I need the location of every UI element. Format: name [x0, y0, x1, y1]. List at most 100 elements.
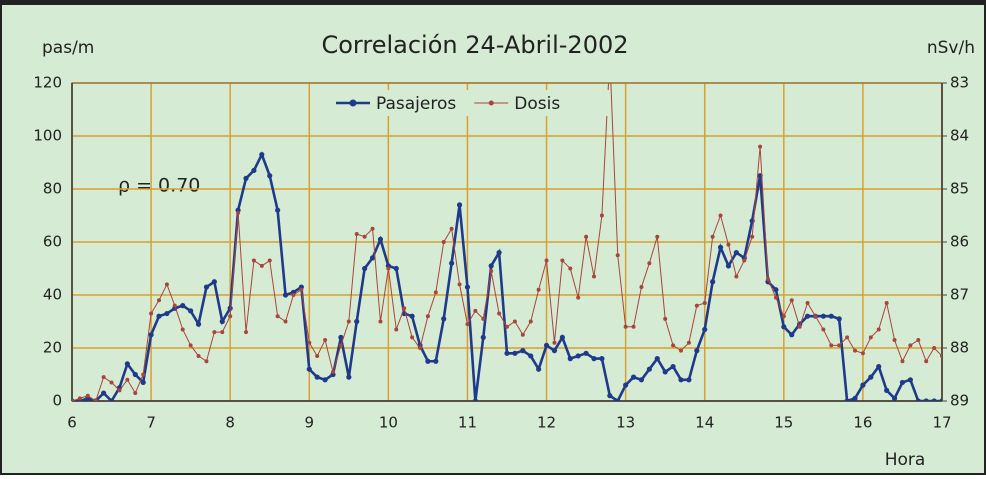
point	[702, 326, 708, 333]
point	[876, 327, 881, 332]
point	[686, 377, 692, 383]
point	[505, 324, 509, 329]
point	[679, 348, 683, 353]
point	[473, 308, 478, 313]
point	[591, 356, 597, 362]
point	[267, 258, 272, 263]
point	[148, 332, 154, 338]
point	[837, 343, 842, 348]
point	[188, 343, 193, 348]
point	[323, 338, 328, 343]
point	[694, 303, 699, 308]
point	[204, 359, 209, 364]
point	[520, 348, 526, 354]
y-tick-label: 60	[43, 233, 62, 251]
point	[433, 290, 438, 295]
point	[244, 330, 248, 335]
point	[543, 342, 550, 348]
point	[497, 311, 502, 316]
point	[552, 340, 557, 345]
point	[496, 250, 502, 256]
point	[267, 173, 273, 179]
point	[892, 338, 897, 343]
point	[899, 379, 906, 386]
point	[394, 327, 399, 332]
point	[346, 319, 351, 324]
point	[789, 332, 795, 338]
point	[315, 353, 320, 358]
point	[868, 374, 874, 380]
point	[813, 314, 818, 319]
point	[615, 398, 621, 401]
point	[536, 287, 541, 292]
point	[410, 335, 415, 340]
point	[821, 327, 826, 332]
legend-marker	[349, 99, 357, 107]
point	[725, 263, 732, 269]
plot-area	[72, 83, 942, 401]
point	[797, 324, 802, 329]
point	[259, 263, 264, 268]
x-tick-label: 13	[616, 414, 635, 432]
legend-label: Pasajeros	[376, 94, 456, 114]
point	[671, 343, 676, 348]
point	[149, 311, 154, 316]
point	[575, 353, 581, 359]
x-tick-label: 12	[537, 414, 556, 432]
y-tick-label: 0	[52, 392, 62, 410]
y2-axis-label: nSv/h	[927, 38, 975, 58]
y-tick-label: 20	[43, 339, 62, 357]
point	[718, 213, 723, 218]
point	[750, 234, 755, 239]
point	[781, 314, 786, 319]
point	[228, 314, 233, 319]
point	[219, 318, 225, 325]
point	[236, 210, 241, 215]
chart-title: Correlación 24-Abril-2002	[321, 31, 628, 59]
point	[481, 316, 486, 321]
point	[845, 335, 850, 340]
y2-tick-label: 89	[950, 392, 969, 410]
point	[283, 319, 288, 324]
point	[789, 298, 794, 303]
point	[409, 313, 415, 319]
point	[85, 393, 90, 398]
point	[592, 274, 596, 279]
point	[915, 398, 921, 401]
point	[891, 395, 898, 401]
point	[227, 305, 233, 311]
point	[369, 255, 376, 261]
point	[820, 313, 826, 319]
point	[402, 306, 407, 311]
point	[551, 348, 558, 354]
point	[662, 369, 668, 375]
x-tick-label: 8	[225, 414, 235, 432]
point	[370, 226, 375, 231]
point	[940, 353, 942, 358]
point	[702, 300, 707, 305]
point	[907, 377, 913, 383]
point	[512, 319, 517, 324]
x-tick-label: 14	[695, 414, 714, 432]
point	[188, 308, 194, 314]
point	[860, 351, 865, 356]
point	[726, 242, 731, 247]
point	[377, 236, 384, 242]
point	[456, 202, 463, 208]
point	[362, 234, 367, 239]
point	[884, 300, 889, 305]
point	[386, 266, 391, 271]
point	[559, 334, 565, 340]
point	[212, 330, 217, 335]
point	[457, 282, 462, 287]
point	[663, 316, 668, 321]
y2-tick-label: 88	[950, 339, 969, 357]
point	[884, 387, 890, 393]
point	[623, 324, 628, 329]
top-bar	[0, 0, 986, 5]
y2-tick-label: 83	[950, 74, 969, 92]
point	[836, 316, 842, 322]
point	[307, 340, 312, 345]
point	[93, 399, 98, 401]
